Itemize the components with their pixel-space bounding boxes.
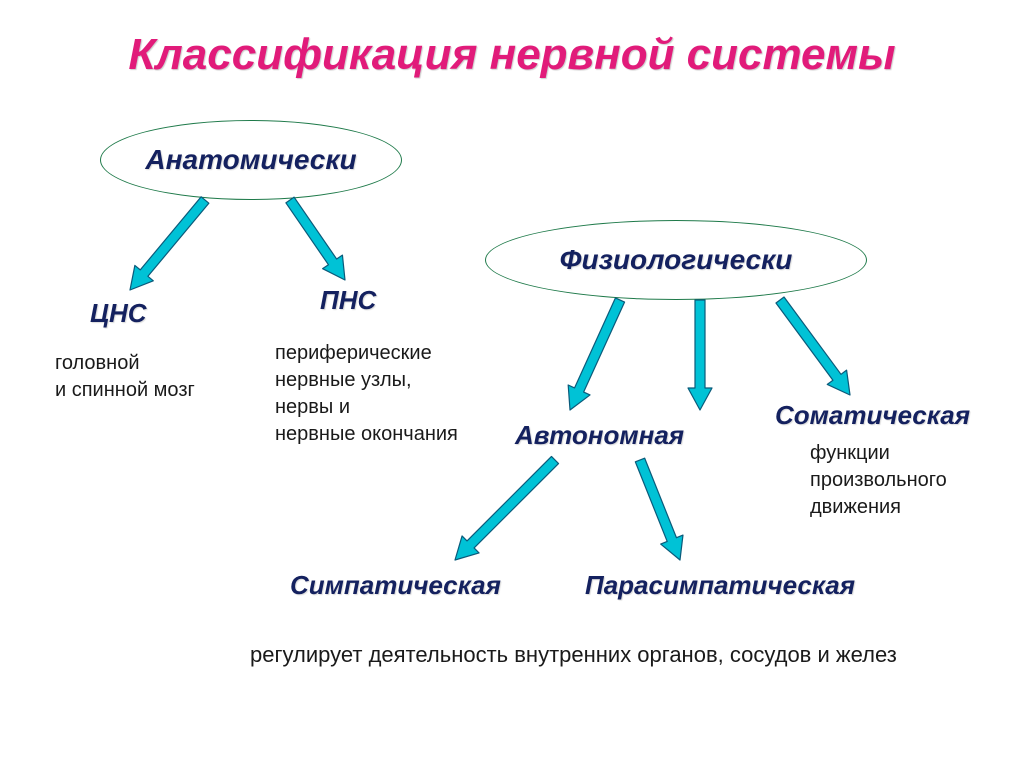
arrow-icon: [559, 295, 631, 415]
ellipse-anatomical: Анатомически: [100, 120, 402, 200]
arrow-icon: [629, 456, 691, 565]
node-somatic: Соматическая: [775, 400, 970, 431]
node-autonomic: Автономная: [515, 420, 684, 451]
ellipse-physiological-label: Физиологически: [560, 244, 793, 276]
arrow-icon: [447, 452, 564, 569]
desc-bottom: регулирует деятельность внутренних орган…: [250, 640, 897, 670]
arrow-icon: [121, 192, 214, 297]
node-cns: ЦНС: [90, 298, 147, 329]
node-pns: ПНС: [320, 285, 376, 316]
ellipse-physiological: Физиологически: [485, 220, 867, 300]
page-title: Классификация нервной системы: [0, 30, 1024, 80]
desc-pns: периферические нервные узлы, нервы и нер…: [275, 340, 458, 448]
arrow-icon: [688, 300, 712, 410]
node-sympathetic: Симпатическая: [290, 570, 501, 601]
desc-soma: функции произвольного движения: [810, 440, 947, 521]
arrow-icon: [770, 293, 859, 402]
ellipse-anatomical-label: Анатомически: [145, 144, 356, 176]
desc-cns: головной и спинной мозг: [55, 350, 195, 404]
node-parasympathetic: Парасимпатическая: [585, 570, 855, 601]
arrow-icon: [280, 193, 355, 287]
